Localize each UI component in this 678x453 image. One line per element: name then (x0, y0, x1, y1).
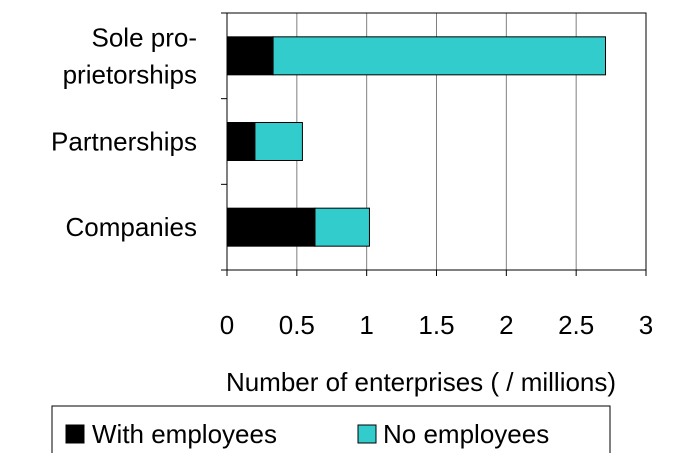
x-axis-title: Number of enterprises ( / millions) (226, 367, 616, 397)
bar-no-employees-2 (314, 207, 370, 247)
x-tick-label-0: 0 (220, 310, 234, 340)
category-label-0-0: Sole pro- (92, 22, 198, 52)
x-tick-label-4: 2 (499, 310, 513, 340)
x-tick-label-5: 2.5 (558, 310, 594, 340)
legend-box (51, 405, 611, 453)
bar-no-employees-0 (272, 36, 606, 76)
y-axis: Sole pro-prietorships Partnerships Compani… (51, 12, 227, 271)
bars (226, 36, 606, 247)
bar-with-employees-2 (226, 207, 316, 247)
legend-label-with-employees: With employees (92, 419, 277, 449)
x-tick-label-6: 3 (639, 310, 653, 340)
x-tick-label-2: 1 (359, 310, 373, 340)
x-axis: 0 0.5 1 1.5 2 2.5 3 (220, 270, 653, 340)
bar-with-employees-1 (226, 122, 256, 161)
legend: With employees No employees (51, 405, 611, 453)
legend-swatch-no-employees (357, 424, 377, 444)
category-label-1-0: Partnerships (51, 127, 197, 157)
legend-label-no-employees: No employees (383, 419, 549, 449)
category-label-2-0: Companies (65, 212, 197, 242)
category-label-0-1: prietorships (63, 59, 197, 89)
legend-swatch-with-employees (65, 424, 85, 444)
bar-with-employees-0 (226, 36, 274, 76)
bar-no-employees-1 (254, 122, 303, 161)
x-tick-label-1: 0.5 (279, 310, 315, 340)
x-tick-label-3: 1.5 (418, 310, 454, 340)
